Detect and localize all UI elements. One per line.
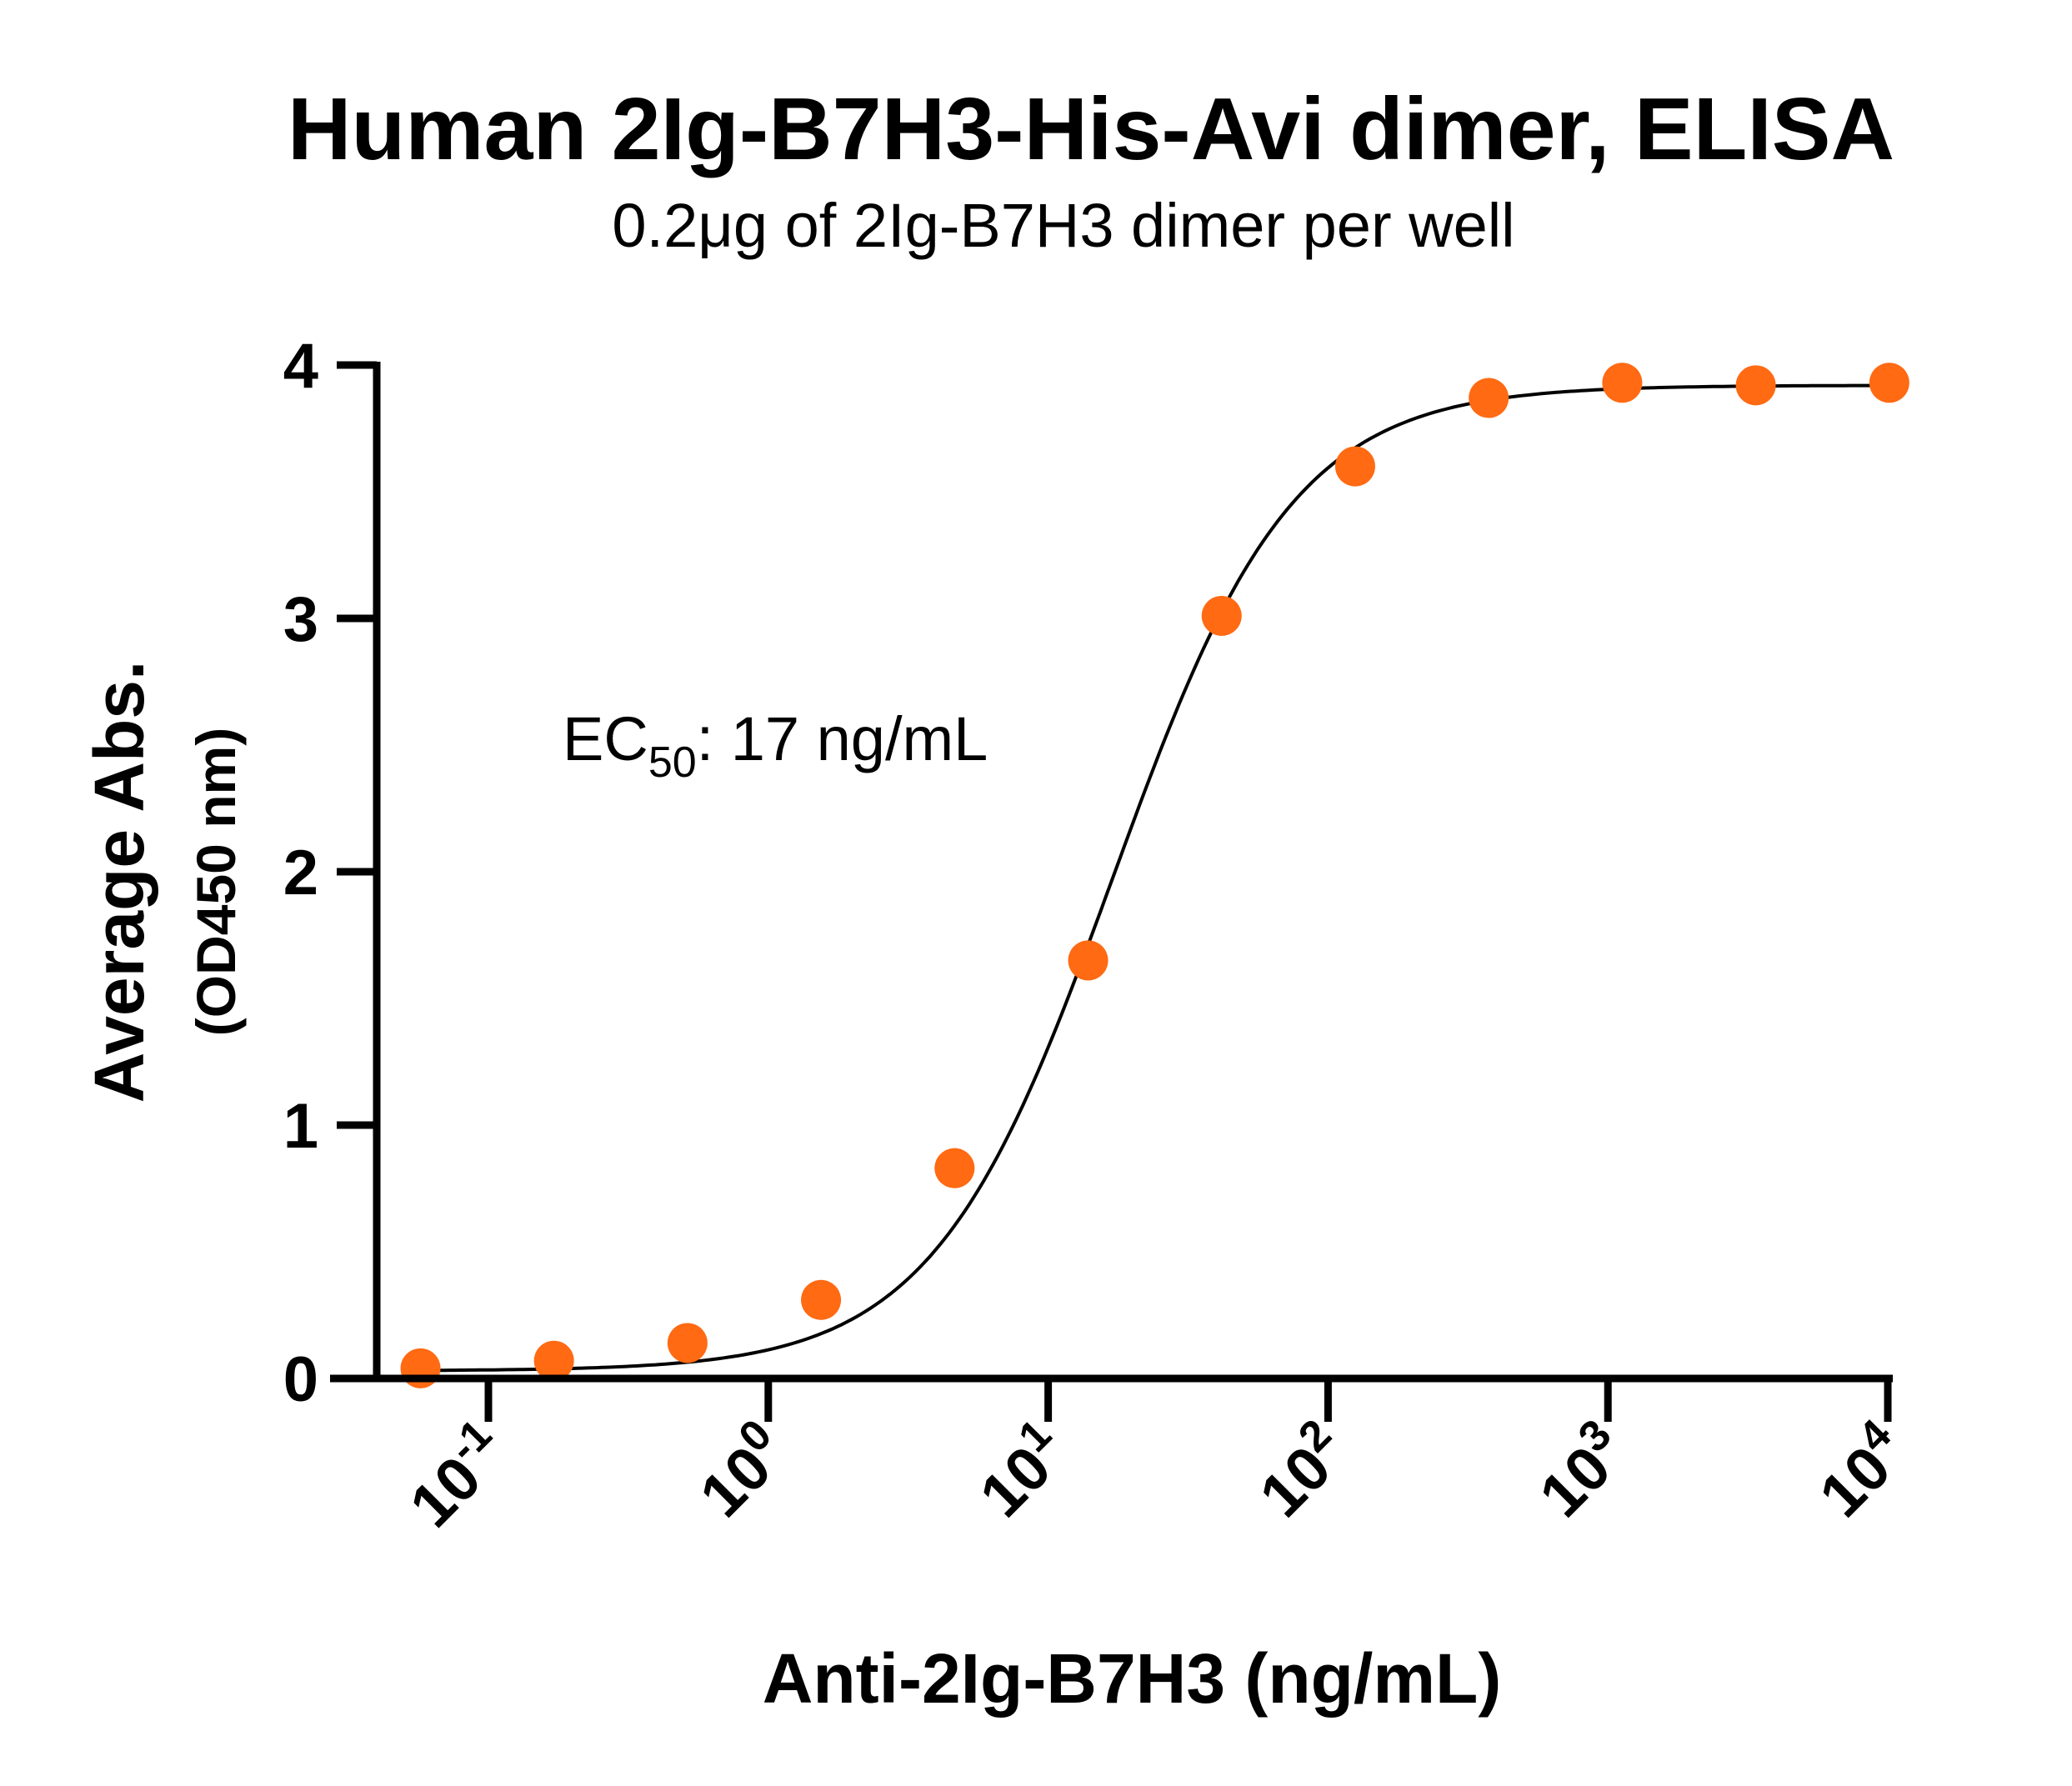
data-point <box>1334 446 1375 487</box>
x-axis-label: Anti-2Ig-B7H3 (ng/mL) <box>763 1639 1502 1718</box>
y-tick-label: 2 <box>283 838 318 908</box>
data-point <box>1201 595 1242 636</box>
data-point <box>1602 363 1643 403</box>
y-tick-label: 4 <box>283 331 318 402</box>
data-point <box>1869 363 1909 403</box>
x-tick-label: 103 <box>1521 1410 1641 1530</box>
x-tick-label: 100 <box>681 1410 801 1530</box>
data-point <box>1735 365 1776 406</box>
fit-curve <box>420 383 1889 1373</box>
x-tick-label: 102 <box>1241 1410 1361 1530</box>
y-tick-label: 3 <box>283 584 318 655</box>
data-point <box>667 1323 708 1363</box>
y-tick-label: 1 <box>283 1091 318 1162</box>
y-axis-label: Average Abs. <box>80 661 158 1103</box>
y-tick-label: 0 <box>283 1344 318 1415</box>
data-point <box>934 1148 975 1188</box>
ec50-annotation: EC50: 17 ng/mL <box>563 704 988 787</box>
data-point <box>533 1340 574 1381</box>
x-tick-label: 104 <box>1801 1410 1921 1530</box>
x-tick-label: 101 <box>961 1410 1081 1530</box>
y-axis-sublabel: (OD450 nm) <box>185 728 247 1036</box>
chart-title: Human 2Ig-B7H3-His-Avi dimer, ELISA <box>287 80 1895 178</box>
data-point <box>1469 378 1509 418</box>
ec50-prefix: EC <box>563 704 648 773</box>
data-point <box>400 1348 441 1388</box>
x-tick-label: 10-1 <box>391 1410 521 1540</box>
data-point <box>1068 940 1109 981</box>
data-point <box>801 1279 842 1320</box>
chart-subtitle: 0.2μg of 2Ig-B7H3 dimer per well <box>612 191 1515 260</box>
ec50-subscript: 50 <box>648 738 697 787</box>
ec50-suffix: : 17 ng/mL <box>697 704 988 773</box>
